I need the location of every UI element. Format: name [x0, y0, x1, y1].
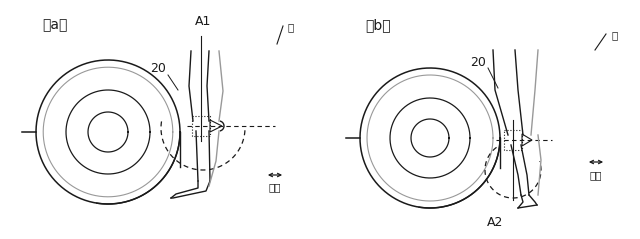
Text: 20: 20	[470, 55, 486, 69]
Text: 前後: 前後	[589, 170, 602, 180]
Text: A1: A1	[195, 15, 211, 28]
Text: （b）: （b）	[365, 18, 391, 32]
Text: 前後: 前後	[269, 182, 281, 192]
Polygon shape	[522, 134, 532, 146]
Text: 20: 20	[150, 61, 166, 75]
Polygon shape	[210, 120, 222, 132]
Text: 脚: 脚	[612, 30, 618, 40]
Text: （a）: （a）	[42, 18, 68, 32]
Text: A2: A2	[487, 216, 503, 229]
Text: 脚: 脚	[287, 22, 293, 32]
